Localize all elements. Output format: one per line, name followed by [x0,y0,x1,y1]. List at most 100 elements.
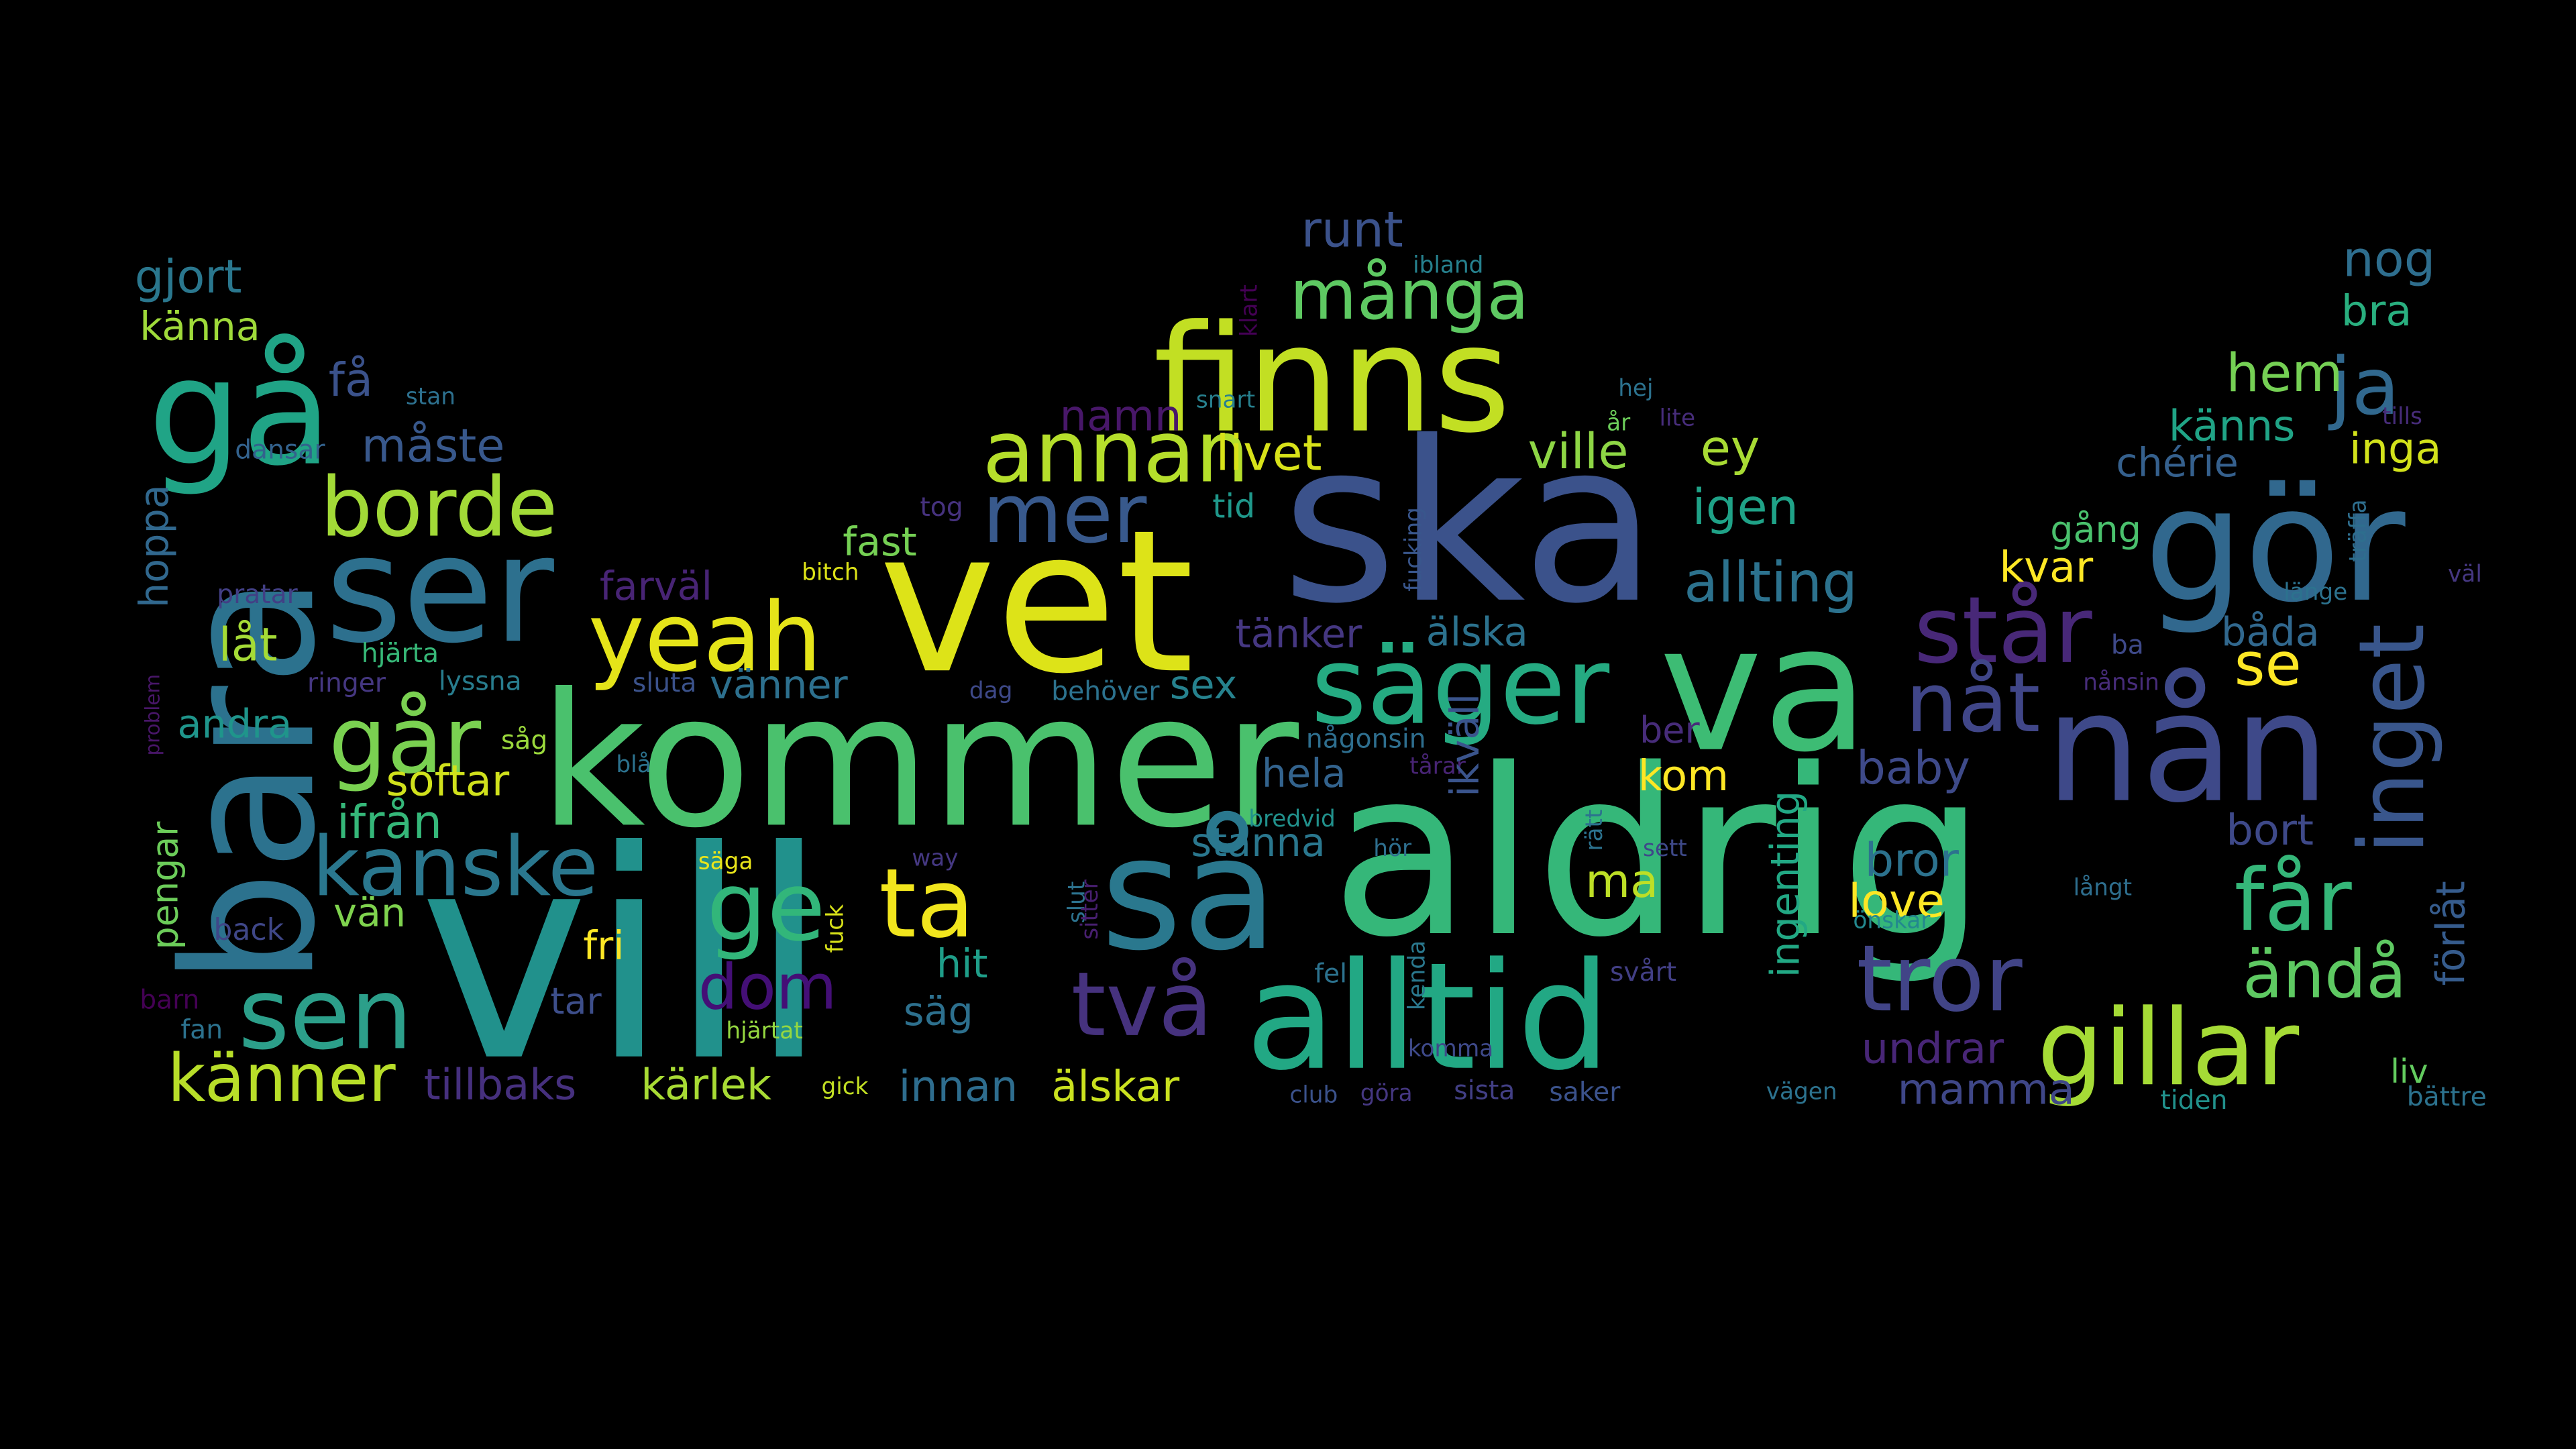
word: båda [2221,608,2320,655]
word: finns [1153,293,1511,466]
word: undrar [1862,1024,2004,1074]
word: ville [1528,423,1629,480]
word: aldrig [1331,720,1986,987]
word: lyssna [439,667,522,697]
word: hej [1618,375,1653,402]
word: gå [148,326,332,498]
word: fan [180,1015,223,1045]
word: ska [1281,394,1657,652]
word: bara [144,575,355,985]
word: chérie [2116,439,2238,486]
word: ma [1585,855,1658,908]
word: nåt [1906,655,2041,751]
word: få [329,354,373,407]
word: fast [843,519,916,565]
word: behöver [1051,676,1160,706]
word: kanske [312,819,598,915]
word: säga [698,849,753,875]
word: måste [362,419,505,473]
word: bredvid [1248,806,1336,833]
word: tiden [2160,1085,2227,1116]
word: ändå [2243,937,2406,1014]
word: två [1071,953,1213,1057]
word: allting [1684,549,1858,614]
word: fuck [822,904,849,953]
word: kommer [539,653,1301,868]
word: nån [2045,661,2330,837]
word: ta [879,849,975,959]
word: tog [920,492,963,523]
word: får [2235,851,2353,951]
word: love [1848,875,1945,928]
word: dansar [235,435,325,465]
word: fel [1314,959,1347,989]
word: bror [1865,833,1960,887]
word: back [213,913,284,947]
word: träffa [2345,499,2372,561]
word: tid [1212,487,1255,525]
word: nånsin [2083,669,2159,696]
word: svårt [1610,957,1676,987]
word: kärlek [641,1060,771,1110]
word: way [912,845,958,872]
word: ba [2111,631,2144,661]
word: sista [1454,1075,1515,1106]
word: vet [879,488,1194,717]
word: vill [419,790,829,1125]
word: förlåt [2428,881,2474,985]
word: dom [698,951,837,1024]
word: låt [219,619,278,672]
word: tänker [1236,610,1362,657]
word: stanna [1191,819,1326,865]
word: pratar [217,580,298,610]
word: ringer [307,668,386,698]
word: rätt [1581,810,1608,851]
word: långt [2074,875,2133,902]
word: ingenting [1762,791,1809,977]
word: bättre [2407,1082,2487,1112]
word: göra [1360,1080,1413,1107]
word: gång [2050,508,2141,551]
word: softar [386,756,510,806]
word: dag [969,678,1013,704]
word: farväl [600,563,712,609]
word: sex [1170,661,1238,708]
word: någonsin [1306,724,1426,754]
word: barn [140,985,199,1016]
word: komma [1408,1036,1493,1063]
word: klart [1236,284,1263,337]
word: bort [2226,806,2314,855]
word: ser [325,503,554,676]
word: hit [936,941,988,987]
word: bitch [802,559,859,586]
word: ey [1701,420,1760,477]
word: säg [904,988,973,1034]
word: gillar [2037,987,2300,1109]
word: se [2235,630,2302,699]
word: nog [2343,231,2435,288]
word: tillbaks [424,1060,577,1110]
word: ja [2328,341,2400,433]
word: livet [1216,425,1322,482]
word: bra [2341,286,2412,336]
word: känna [140,303,260,350]
word: tills [2382,403,2422,430]
word: känner [168,1040,396,1117]
word: kvar [1999,543,2094,592]
word: sitter [1077,879,1104,939]
word: vägen [1766,1078,1837,1105]
word: hela [1262,750,1346,796]
word: slut [1063,881,1090,924]
word: saker [1549,1077,1621,1108]
word: gör [2144,454,2406,637]
word: vän [333,890,406,936]
word: namn [1060,392,1182,441]
word: innan [899,1062,1018,1112]
word: gjort [135,250,242,304]
word: borde [321,459,558,555]
word: sett [1643,835,1687,862]
word: tårar [1409,753,1466,780]
word: säger [1311,624,1609,749]
word: såg [501,726,547,756]
